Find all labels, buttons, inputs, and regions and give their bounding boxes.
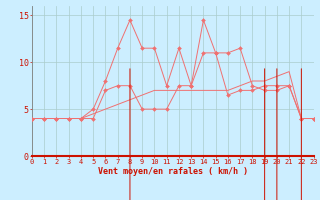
X-axis label: Vent moyen/en rafales ( km/h ): Vent moyen/en rafales ( km/h ) [98,167,248,176]
